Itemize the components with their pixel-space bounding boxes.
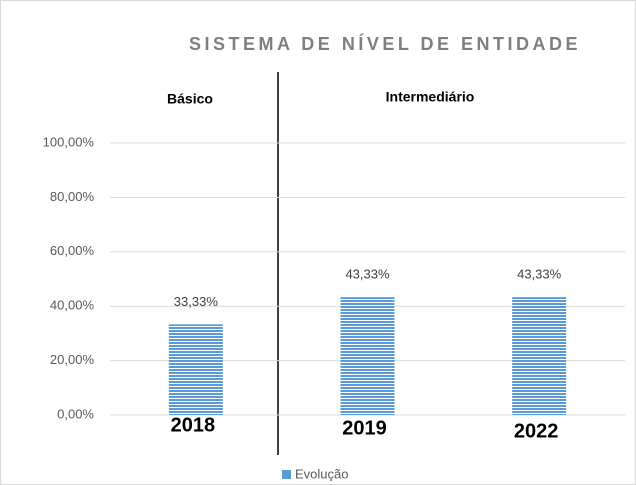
x-tick-label: 2019 [342, 417, 387, 439]
chart-title: SISTEMA DE NÍVEL DE ENTIDADE [189, 33, 581, 54]
bar [340, 297, 395, 415]
annotation: Básico [167, 91, 213, 107]
legend-swatch [282, 470, 291, 479]
x-tick-label: 2018 [171, 414, 216, 436]
y-tick-label: 20,00% [50, 352, 95, 367]
data-label: 43,33% [345, 267, 390, 282]
data-label: 33,33% [174, 294, 219, 309]
bar [512, 297, 567, 415]
y-tick-label: 100,00% [43, 134, 95, 149]
annotation: Intermediário [386, 89, 475, 105]
y-tick-label: 40,00% [50, 298, 95, 313]
y-tick-label: 60,00% [50, 243, 95, 258]
y-tick-label: 0,00% [57, 406, 94, 421]
bar [168, 324, 223, 415]
data-label: 43,33% [517, 267, 562, 282]
y-tick-label: 80,00% [50, 189, 95, 204]
legend-label: Evolução [295, 466, 348, 481]
x-tick-label: 2022 [514, 420, 559, 442]
